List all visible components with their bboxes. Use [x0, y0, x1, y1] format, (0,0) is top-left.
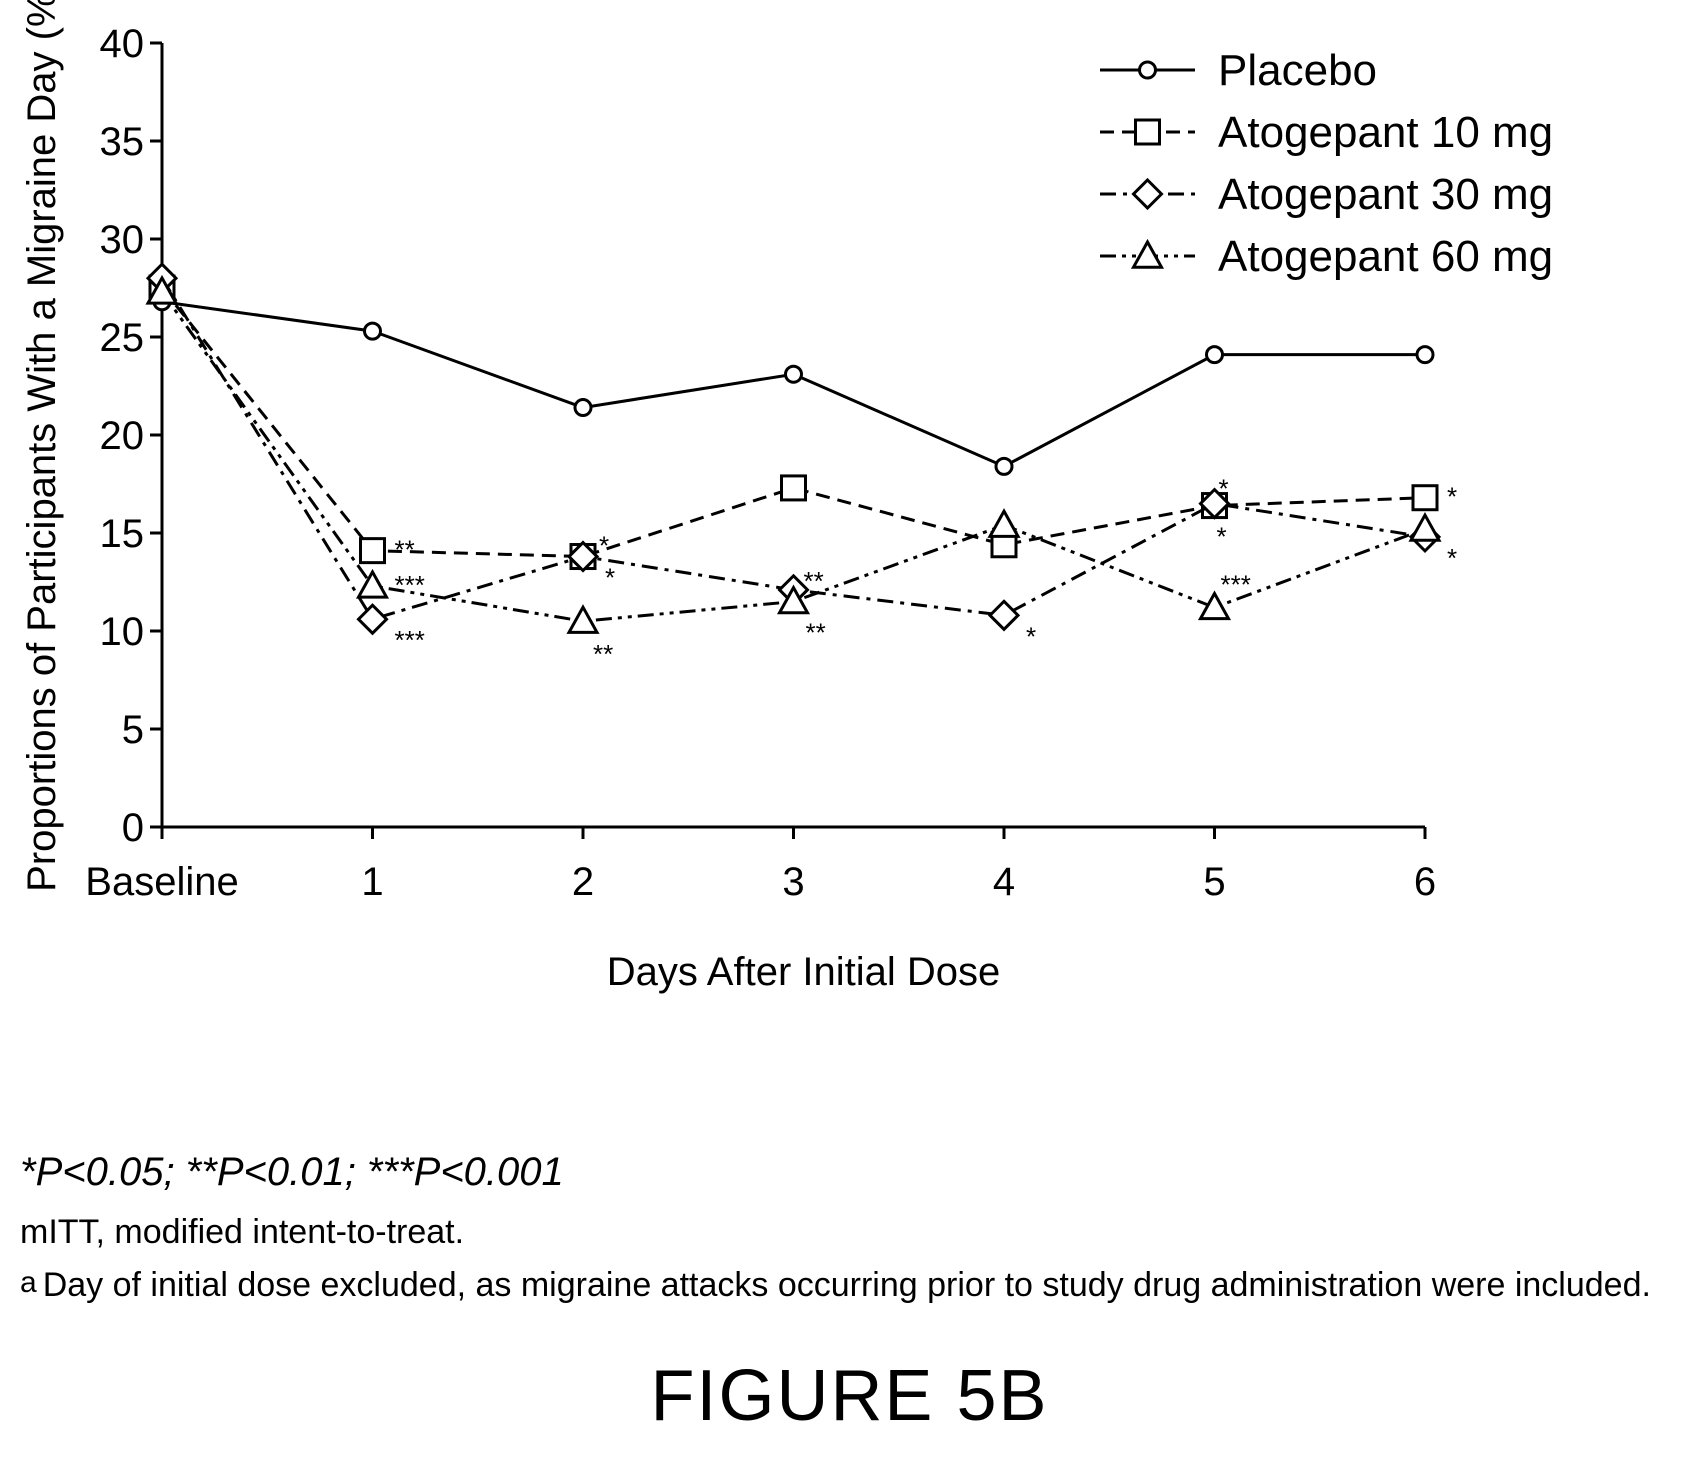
triangle-marker [1408, 511, 1442, 542]
y-tick-label: 0 [122, 806, 144, 850]
axes: 0 5 10 15 20 25 30 35 40 Baseline 1 2 3 4 5 6 Days After… [20, 0, 1436, 994]
significance-label: ** [806, 618, 826, 648]
y-tick-label: 5 [122, 708, 144, 752]
square-marker [780, 474, 807, 502]
y-tick-label: 30 [100, 218, 145, 262]
significance-label: * [1217, 522, 1227, 552]
y-tick-label: 10 [100, 610, 145, 654]
square-marker [1411, 484, 1439, 512]
significance-footnote: *P<0.05; **P<0.01; ***P<0.001 [20, 1150, 564, 1194]
square-marker [359, 537, 386, 565]
triangle-marker [145, 274, 179, 305]
significance-label: ** [804, 566, 824, 596]
series-placebo [152, 292, 1435, 476]
figure-label: FIGURE 5B [650, 1356, 1049, 1436]
x-tick-label: 2 [572, 860, 594, 904]
diamond-marker [356, 603, 389, 636]
significance-label: * [599, 531, 609, 561]
legend-item: Atogepant 10 mg [1100, 108, 1553, 157]
series-group: ** ** ***** *************** [145, 262, 1457, 669]
note-letter: a [20, 1266, 37, 1299]
line-chart: 0 5 10 15 20 25 30 35 40 Baseline 1 2 3 4 5 6 Days After… [20, 0, 1553, 994]
series-line [161, 300, 1425, 469]
significance-label: ** [395, 535, 415, 565]
y-tick-label: 25 [100, 316, 145, 360]
legend: Placebo Atogepant 10 mg Atogepant 30 mg Ato… [1100, 46, 1553, 281]
x-tick-label: 4 [993, 860, 1015, 904]
legend-label: Placebo [1218, 46, 1377, 95]
diamond-marker [1198, 487, 1231, 520]
significance-label: * [1447, 543, 1457, 573]
significance-label: * [605, 563, 615, 593]
circle-marker [994, 456, 1014, 476]
diamond-marker [987, 599, 1021, 632]
abbreviation-footnote: mITT, modified intent-to-treat. [20, 1213, 465, 1251]
circle-marker [1138, 60, 1157, 80]
triangle-marker [1197, 590, 1232, 621]
x-tick-label: 1 [361, 860, 383, 904]
significance-label: * [1026, 621, 1036, 651]
circle-marker [363, 321, 382, 341]
x-tick-label: 3 [782, 860, 804, 904]
triangle-marker [776, 584, 811, 615]
y-tick-label: 40 [100, 22, 145, 66]
x-tick-label: 6 [1414, 860, 1436, 904]
significance-label: ** [593, 639, 613, 669]
x-tick-label: 5 [1203, 860, 1225, 904]
circle-marker [784, 364, 803, 384]
triangle-marker [987, 508, 1021, 538]
legend-label: Atogepant 10 mg [1218, 108, 1553, 157]
triangle-marker [1130, 238, 1165, 269]
circle-marker [1205, 345, 1224, 365]
legend-label: Atogepant 60 mg [1218, 232, 1553, 281]
x-axis-title: Days After Initial Dose [607, 950, 1001, 994]
circle-marker [1415, 345, 1435, 365]
diamond-marker [566, 540, 600, 573]
note-text: Day of initial dose excluded, as migrain… [42, 1266, 1651, 1304]
legend-label: Atogepant 30 mg [1218, 170, 1553, 219]
series-atogepant-60-mg: ********** [145, 274, 1442, 669]
triangle-marker [566, 604, 600, 634]
x-tick-label: Baseline [85, 860, 238, 904]
y-axis-title: Proportions of Participants With a Migra… [20, 0, 64, 892]
note-footnote: a Day of initial dose excluded, as migrai… [20, 1266, 1690, 1305]
y-tick-label: 35 [100, 120, 145, 164]
y-tick-label: 20 [100, 414, 145, 458]
significance-label: *** [395, 625, 425, 655]
square-marker [1134, 118, 1161, 146]
footnotes: *P<0.05; **P<0.01; ***P<0.001 mITT, modi… [20, 1150, 1690, 1319]
legend-item: Placebo [1100, 46, 1377, 95]
series-atogepant-30-mg: **** ***** [145, 262, 1457, 655]
diamond-marker [1131, 177, 1164, 211]
triangle-marker [355, 568, 390, 599]
legend-item: Atogepant 60 mg [1100, 232, 1553, 281]
significance-label: * [1447, 482, 1457, 512]
significance-label: * [1219, 474, 1229, 504]
series-atogepant-10-mg: ** ** * [148, 274, 1457, 571]
legend-item: Atogepant 30 mg [1100, 170, 1553, 219]
significance-label: *** [1221, 569, 1251, 599]
y-tick-label: 15 [100, 512, 145, 556]
circle-marker [573, 398, 593, 418]
significance-label: *** [395, 570, 425, 600]
